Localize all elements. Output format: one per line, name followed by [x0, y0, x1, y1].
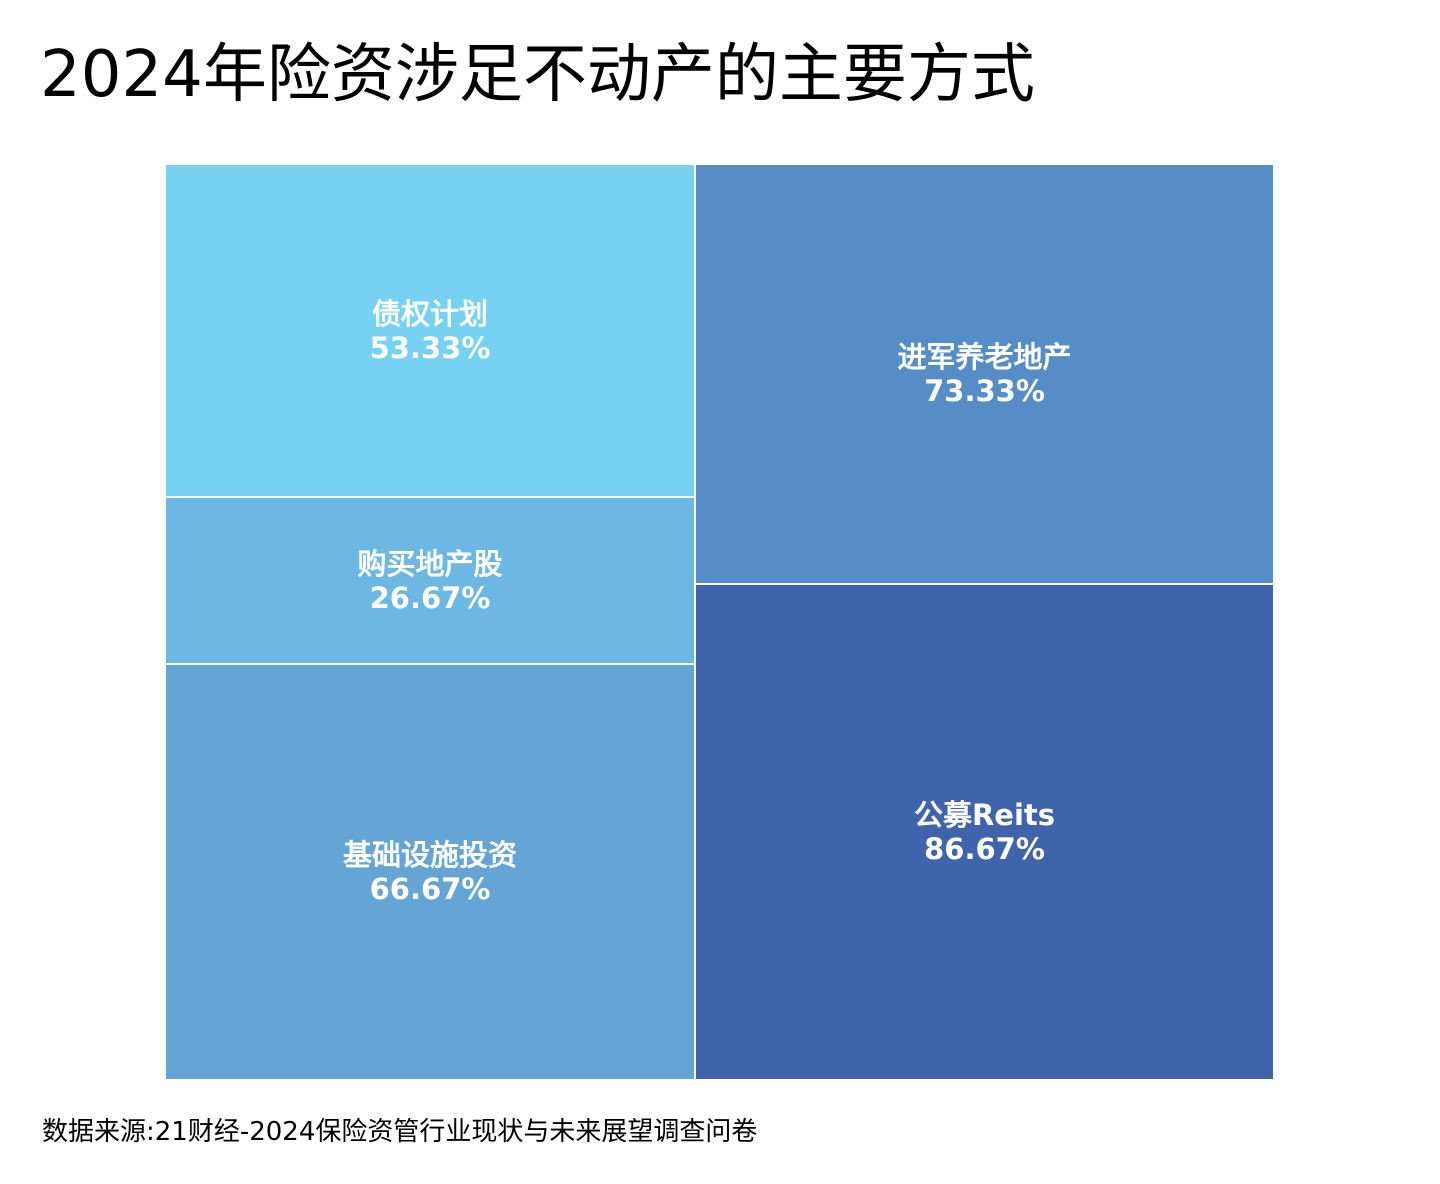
- tile-value-label: 73.33%: [924, 374, 1045, 408]
- treemap-tile: 公募Reits 86.67%: [695, 584, 1274, 1080]
- tile-label: 购买地产股: [357, 546, 503, 581]
- treemap-tile: 购买地产股 26.67%: [165, 497, 695, 664]
- tile-value-label: 66.67%: [369, 872, 491, 906]
- tile-label: 进军养老地产: [897, 340, 1072, 374]
- treemap-chart: 债权计划 53.33% 购买地产股 26.67% 基础设施投资 66.67% 进军养老地产 7…: [165, 164, 1274, 1080]
- treemap-tile: 进军养老地产 73.33%: [695, 164, 1274, 584]
- tile-value-label: 86.67%: [924, 832, 1045, 866]
- tile-value-label: 53.33%: [369, 330, 491, 365]
- chart-title: 2024年险资涉足不动产的主要方式: [40, 38, 1035, 112]
- tile-value-label: 26.67%: [369, 580, 491, 615]
- tile-label: 基础设施投资: [342, 838, 517, 872]
- tile-label: 债权计划: [371, 296, 488, 331]
- tile-label: 公募Reits: [913, 798, 1056, 832]
- source-note: 数据来源:21财经-2024保险资管行业现状与未来展望调查问卷: [42, 1117, 758, 1147]
- treemap-tile: 基础设施投资 66.67%: [165, 664, 695, 1080]
- treemap-tile: 债权计划 53.33%: [165, 164, 695, 497]
